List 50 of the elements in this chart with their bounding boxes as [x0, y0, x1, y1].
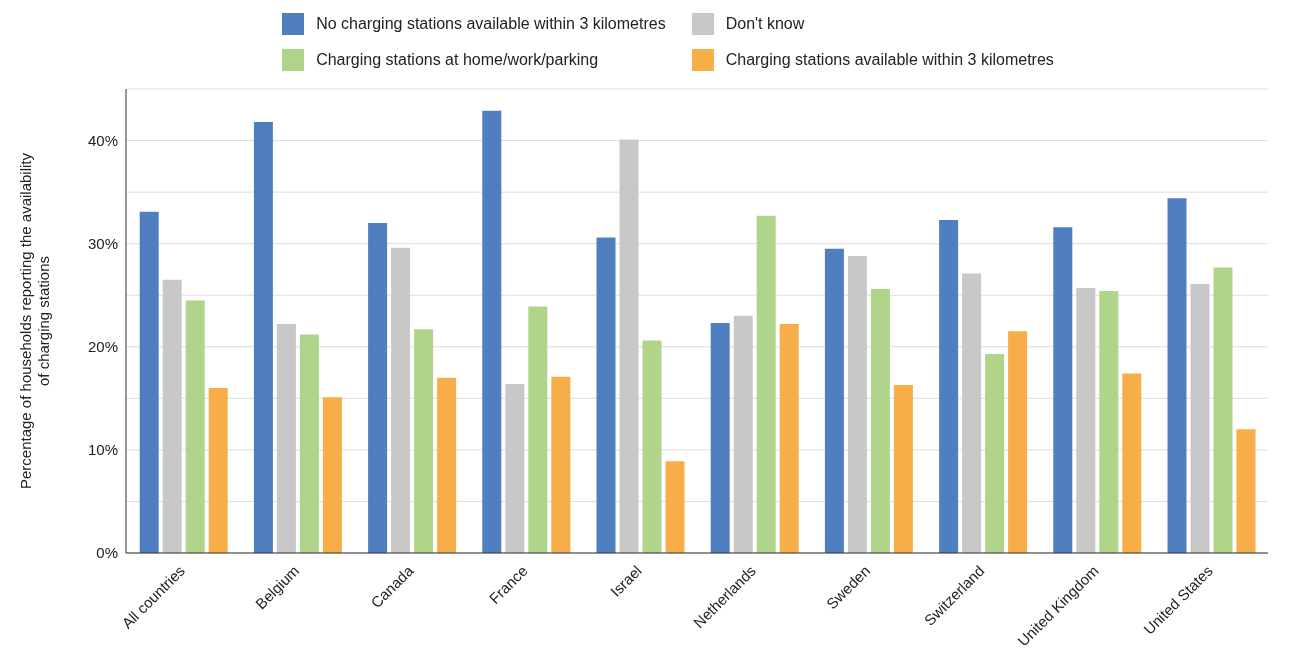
- bar: [870, 289, 890, 553]
- bar: [1099, 291, 1119, 553]
- bar: [710, 323, 730, 553]
- bar: [824, 248, 844, 553]
- bar: [185, 300, 205, 553]
- y-tick-label: 20%: [87, 338, 118, 356]
- bar: [665, 461, 685, 553]
- bar: [1167, 198, 1187, 553]
- bar: [162, 279, 182, 553]
- bar: [1122, 373, 1142, 553]
- bar: [368, 223, 388, 553]
- bar: [322, 397, 342, 553]
- y-tick-label: 40%: [87, 131, 118, 149]
- bar: [139, 211, 159, 553]
- bar: [939, 219, 959, 553]
- bar: [1236, 429, 1256, 553]
- bar: [299, 334, 319, 553]
- bar: [482, 110, 502, 553]
- legend-label: Charging stations at home/work/parking: [316, 51, 599, 69]
- bar: [619, 139, 639, 553]
- bar: [596, 237, 616, 553]
- bar: [1008, 331, 1028, 553]
- y-tick-label: 30%: [87, 234, 118, 252]
- bar: [208, 388, 228, 553]
- bar: [1190, 283, 1210, 553]
- bar: [733, 315, 753, 553]
- bar: [893, 384, 913, 553]
- bar: [779, 324, 799, 553]
- legend-label: Don't know: [725, 15, 805, 33]
- y-tick-label: 10%: [87, 441, 118, 459]
- bar: [551, 376, 571, 553]
- bar: [276, 324, 296, 553]
- bar: [414, 329, 434, 553]
- bar: [985, 354, 1005, 553]
- bar: [1076, 288, 1096, 553]
- bar: [642, 340, 662, 553]
- bar: [437, 377, 457, 553]
- bar: [505, 383, 525, 553]
- y-axis-title: Percentage of households reporting the availability of charging stations: [17, 152, 52, 490]
- bar: [1053, 227, 1073, 553]
- bar: [528, 306, 548, 553]
- legend-label: No charging stations available within 3 kilometres: [316, 15, 666, 33]
- legend-label: Charging stations available within 3 kilometres: [725, 51, 1054, 69]
- bar: [847, 256, 867, 553]
- bar: [391, 247, 411, 553]
- bar: [253, 122, 273, 553]
- bar: [962, 273, 982, 553]
- bar: [756, 215, 776, 553]
- y-tick-label: 0%: [96, 544, 118, 562]
- bar: [1213, 267, 1233, 553]
